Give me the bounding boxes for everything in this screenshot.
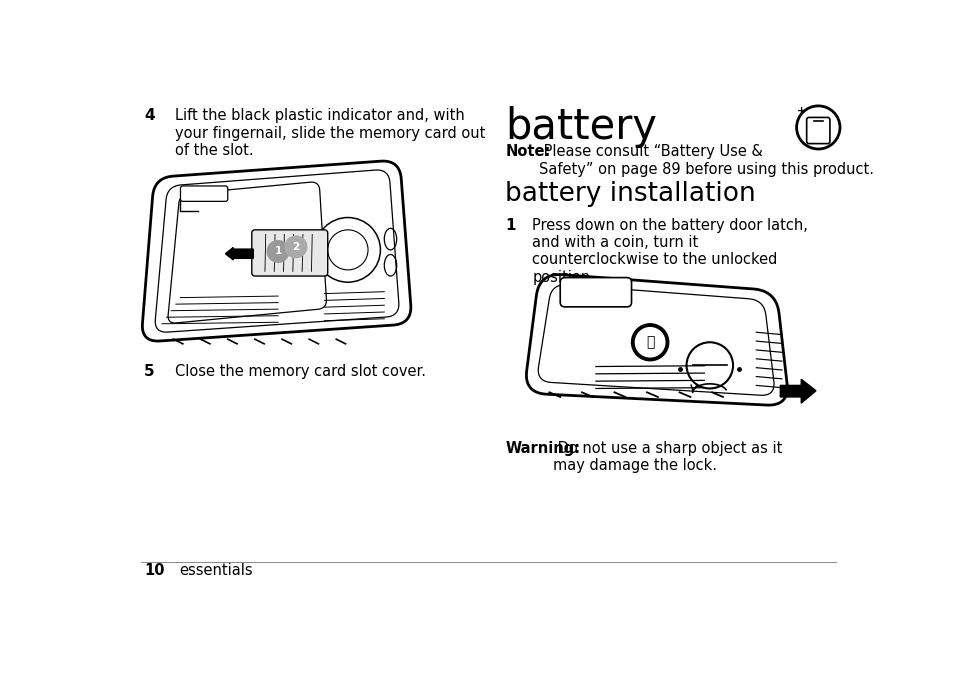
Text: 5: 5 xyxy=(144,364,154,379)
Text: 1: 1 xyxy=(505,217,516,232)
FancyBboxPatch shape xyxy=(252,230,328,276)
FancyBboxPatch shape xyxy=(806,117,829,144)
Text: Lift the black plastic indicator and, with
your fingernail, slide the memory car: Lift the black plastic indicator and, wi… xyxy=(174,108,485,158)
Text: battery: battery xyxy=(505,106,657,148)
Polygon shape xyxy=(526,275,786,405)
Circle shape xyxy=(635,328,664,357)
FancyBboxPatch shape xyxy=(180,186,228,201)
Text: Warning:: Warning: xyxy=(505,441,579,456)
Text: Close the memory card slot cover.: Close the memory card slot cover. xyxy=(174,364,426,379)
Text: battery installation: battery installation xyxy=(505,181,755,206)
Text: Please consult “Battery Use &
Safety” on page 89 before using this product.: Please consult “Battery Use & Safety” on… xyxy=(538,144,873,177)
Text: essentials: essentials xyxy=(179,563,253,578)
Text: Press down on the battery door latch,
and with a coin, turn it
counterclockwise : Press down on the battery door latch, an… xyxy=(532,217,807,285)
Polygon shape xyxy=(537,285,773,395)
Polygon shape xyxy=(780,379,815,403)
Text: 1: 1 xyxy=(274,246,281,257)
Polygon shape xyxy=(155,170,398,332)
Circle shape xyxy=(267,240,289,262)
FancyArrow shape xyxy=(225,248,253,260)
Circle shape xyxy=(631,324,668,361)
FancyBboxPatch shape xyxy=(559,278,631,307)
Text: Note:: Note: xyxy=(505,144,550,159)
Polygon shape xyxy=(142,161,411,341)
Text: 4: 4 xyxy=(144,108,154,123)
Text: Do not use a sharp object as it
may damage the lock.: Do not use a sharp object as it may dama… xyxy=(553,441,781,473)
Text: +: + xyxy=(796,106,805,116)
Circle shape xyxy=(285,236,307,257)
Text: 10: 10 xyxy=(144,563,164,578)
Text: Ⓜ: Ⓜ xyxy=(645,335,654,349)
Text: 2: 2 xyxy=(292,242,299,252)
Polygon shape xyxy=(168,182,326,323)
